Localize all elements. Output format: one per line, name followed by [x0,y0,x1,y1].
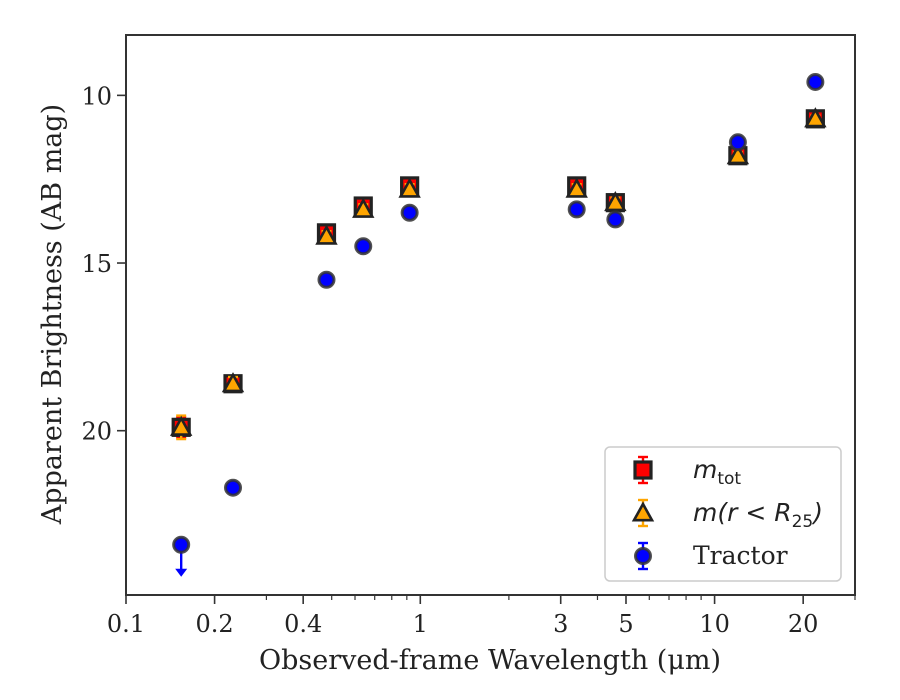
x-tick-label: 1 [413,610,428,638]
data-point [728,133,747,152]
x-tick-label: 5 [618,610,633,638]
data-point [172,535,191,554]
legend-label: m(r < R25) [693,498,823,532]
x-tick-label: 0.1 [107,610,145,638]
y-tick-label: 15 [81,250,112,278]
x-tick-label: 3 [553,610,568,638]
legend-box [604,446,842,582]
data-point [317,270,336,289]
legend: mtot m(r < R25) Tractor [604,446,842,582]
data-point [398,177,421,198]
x-tick-label: 10 [699,610,730,638]
x-axis-title: Observed-frame Wavelength (μm) [259,645,721,676]
data-point [567,200,586,219]
data-point [352,197,375,218]
series-square [171,109,825,439]
legend-marker [633,460,653,480]
x-tick-label: 0.2 [196,610,234,638]
series-triangle [169,107,827,441]
x-tick-label: 20 [788,610,819,638]
x-tick-label: 0.4 [284,610,322,638]
series-circle [172,72,825,577]
data-point [604,190,627,212]
data-point [804,107,827,128]
y-tick-label: 10 [81,82,112,110]
legend-label: Tractor [693,541,788,570]
y-tick-label: 20 [81,418,112,446]
data-point [354,237,373,256]
data-point [400,203,419,222]
legend-marker [631,501,655,522]
data-point [565,177,588,198]
data-point [726,144,750,165]
plot-area [169,72,827,577]
data-point [224,478,243,497]
data-point [315,224,338,245]
data-point [606,210,625,229]
legend-label: mtot [693,455,741,489]
data-point [806,72,825,91]
upper-limit-arrowhead [175,568,188,577]
plot-frame [125,34,856,596]
axes: 0.1 0.2 0.4 1 3 5 10 20 10 15 20 [81,34,856,638]
data-point [169,415,193,436]
legend-marker [634,547,652,565]
data-point [221,372,245,393]
y-axis-title: Apparent Brightness (AB mag) [37,104,68,525]
